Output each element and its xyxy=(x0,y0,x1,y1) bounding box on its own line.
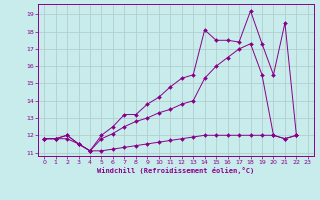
X-axis label: Windchill (Refroidissement éolien,°C): Windchill (Refroidissement éolien,°C) xyxy=(97,167,255,174)
